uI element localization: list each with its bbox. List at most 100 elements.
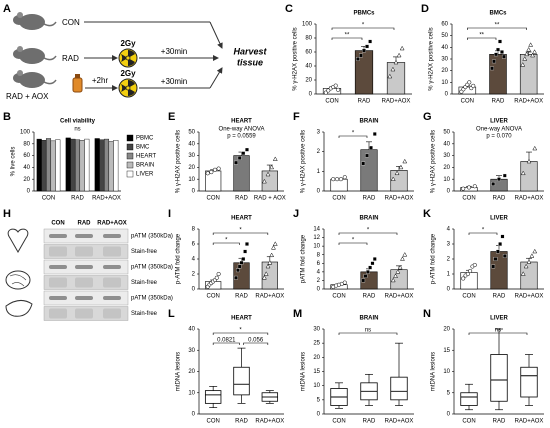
y-tick-label: 8	[192, 227, 196, 233]
y-axis-label: % live cells	[11, 147, 17, 177]
y-tick-label: 50	[188, 130, 195, 136]
data-point	[216, 166, 221, 171]
x-tick-label: RAD	[363, 294, 376, 300]
y-tick-label: 20	[443, 165, 450, 171]
data-point	[237, 156, 242, 160]
bar	[520, 161, 538, 192]
data-point	[398, 164, 404, 170]
y-tick-label: 20	[23, 177, 30, 183]
legend-label: LIVER	[136, 172, 154, 178]
mouse-icon	[12, 45, 57, 65]
delay-label: +30min	[161, 47, 187, 56]
y-tick-label: 0	[309, 92, 313, 98]
band	[49, 296, 67, 300]
endpoint-label: Harvest	[233, 46, 267, 56]
data-point	[338, 177, 343, 182]
data-point	[524, 51, 530, 57]
significance-label: **	[495, 23, 500, 29]
data-point	[265, 171, 271, 177]
chart-title: HEART	[231, 316, 252, 322]
data-point	[390, 176, 396, 181]
chart-title: PBMCs	[353, 11, 375, 17]
y-tick-label: 20	[313, 355, 320, 361]
box	[490, 354, 508, 402]
panel-letter: B	[3, 111, 11, 123]
data-point	[498, 242, 503, 246]
legend-label: PBMC	[136, 136, 154, 142]
data-point	[396, 52, 402, 58]
data-point	[394, 170, 400, 176]
data-point	[216, 271, 221, 277]
data-point	[393, 59, 399, 65]
y-axis-label: % γ-H2AX positive cells	[301, 130, 307, 193]
data-point	[500, 50, 504, 54]
significance-bracket	[212, 332, 269, 335]
x-tick-label: RAD	[235, 196, 248, 202]
x-tick-label: CON	[332, 419, 345, 425]
y-axis-label: mtDNA lesions	[301, 352, 307, 391]
y-tick-label: 1	[317, 169, 321, 175]
arrow	[209, 21, 223, 49]
y-tick-label: 1	[447, 272, 451, 278]
band	[103, 277, 121, 288]
data-point	[265, 263, 271, 269]
bar	[45, 138, 52, 192]
bar	[84, 138, 90, 192]
data-point	[365, 153, 369, 158]
data-point	[467, 80, 472, 85]
x-tick-label: CON	[42, 196, 55, 202]
y-tick-label: 20	[188, 165, 195, 171]
data-point	[342, 175, 347, 180]
data-point	[263, 271, 269, 276]
row-label: Stain-free	[131, 280, 158, 286]
data-point	[532, 248, 538, 254]
x-tick-label: RAD+AOX	[382, 99, 411, 105]
y-tick-label: 2	[317, 149, 321, 155]
y-axis-label: p-ATM fold change	[431, 233, 437, 284]
data-point	[465, 271, 470, 277]
band	[49, 234, 67, 238]
bar	[360, 149, 378, 192]
y-tick-label: 20	[305, 78, 312, 84]
band	[49, 308, 67, 319]
y-axis-label: p-ATM fold change	[176, 233, 182, 284]
data-point	[471, 83, 476, 88]
data-point	[362, 48, 366, 53]
data-point	[243, 249, 247, 254]
bar	[50, 140, 56, 192]
bar	[79, 140, 85, 192]
data-point	[370, 261, 375, 266]
bar	[489, 54, 507, 95]
data-point	[529, 253, 535, 258]
significance-bracket	[331, 37, 363, 40]
legend-swatch	[126, 152, 134, 160]
data-point	[365, 44, 369, 49]
y-axis-label: % γ-H2AX positive cells	[176, 130, 182, 193]
data-point	[390, 277, 396, 283]
panel-letter: F	[293, 111, 300, 123]
data-point	[402, 251, 408, 257]
significance-bracket	[338, 135, 368, 138]
data-point	[526, 259, 532, 264]
dose-label: 2Gy	[120, 39, 136, 48]
significance-label: *	[239, 228, 242, 234]
data-point	[490, 66, 494, 71]
delay-label: +30min	[161, 77, 187, 86]
arrow	[209, 67, 223, 89]
x-tick-label: CON	[462, 419, 475, 425]
data-point	[496, 47, 500, 52]
data-point	[493, 257, 498, 261]
significance-bracket	[212, 232, 269, 235]
significance-bracket	[468, 332, 528, 335]
endpoint-label: tissue	[237, 57, 263, 67]
data-point	[461, 276, 466, 281]
x-tick-label: RAD	[363, 419, 376, 425]
x-tick-label: RAD	[358, 99, 371, 105]
y-tick-label: 50	[443, 130, 450, 136]
y-tick-label: 4	[192, 257, 196, 263]
data-point	[466, 185, 472, 190]
data-point	[390, 66, 396, 72]
panel-letter: D	[421, 3, 429, 15]
box	[460, 392, 478, 406]
legend-swatch	[126, 143, 134, 151]
